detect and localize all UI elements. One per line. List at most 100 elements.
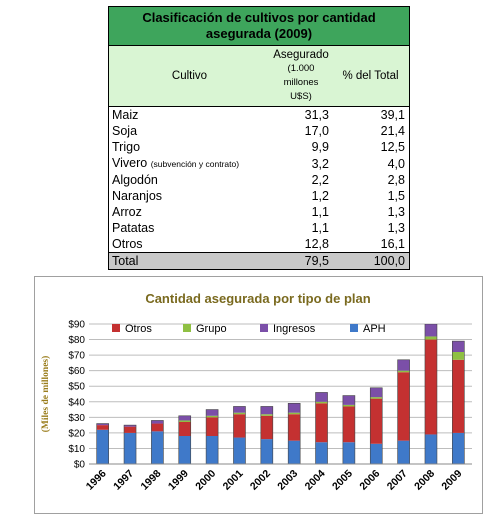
bar-aph-1996: [96, 429, 109, 464]
legend-swatch: [183, 324, 191, 332]
legend-label: Ingresos: [273, 323, 316, 335]
crop-name: Maiz: [109, 107, 271, 124]
bar-grupo-2009: [452, 352, 465, 360]
crop-pct: 1,3: [387, 221, 405, 235]
crop-name: Arroz: [109, 204, 271, 220]
header-asegurado-line-1: Asegurado: [273, 49, 329, 61]
crop-name: Patatas: [109, 220, 271, 236]
x-tick-label: 2000: [193, 468, 218, 493]
x-tick-label: 2003: [275, 468, 300, 493]
bar-outline-1996: [96, 423, 109, 464]
bar-aph-2005: [342, 442, 355, 464]
table-row: Arroz 1,1 1,3: [109, 204, 410, 220]
table-header-row: Cultivo Asegurado (1.000 millones U$S) %…: [108, 45, 410, 107]
crop-name: Naranjos: [109, 188, 271, 204]
bar-otros-2003: [288, 414, 301, 441]
legend-entry-otros: Otros: [112, 323, 152, 335]
y-tick-label: $0: [74, 460, 86, 471]
bar-ingresos-1998: [151, 420, 164, 424]
crop-amount: 1,2: [311, 189, 329, 203]
crop-amount: 2,2: [311, 173, 329, 187]
bar-outline-2002: [260, 406, 274, 464]
y-tick-label: $90: [68, 320, 85, 331]
bar-aph-1997: [124, 432, 137, 464]
bar-otros-1997: [124, 426, 137, 433]
bar-outline-1997: [123, 424, 137, 464]
bar-otros-2000: [206, 417, 219, 436]
crop-name-text: Vivero: [112, 156, 148, 170]
y-tick-label: $60: [68, 366, 85, 377]
bar-aph-2002: [260, 439, 273, 464]
bar-grupo-2000: [206, 415, 219, 418]
bar-otros-2007: [397, 372, 410, 441]
crop-name-text: Algodón: [112, 173, 158, 187]
bar-ingresos-2007: [397, 359, 410, 371]
crop-name-text: Maiz: [112, 108, 139, 122]
total-label: Total: [108, 252, 270, 270]
crop-pct: 2,8: [387, 173, 405, 187]
crop-name: Vivero (subvención y contrato): [109, 155, 271, 172]
crop-name: Trigo: [109, 139, 271, 155]
legend-entry-aph: APH: [350, 323, 386, 335]
bar-outline-1998: [151, 420, 164, 464]
legend-swatch: [260, 324, 268, 332]
y-tick-label: $40: [68, 397, 85, 408]
bar-ingresos-2006: [370, 387, 383, 398]
legend-label: APH: [363, 323, 386, 335]
crop-pct: 12,5: [380, 140, 405, 154]
table-row: Trigo 9,9 12,5: [109, 139, 410, 155]
crop-name-text: Trigo: [112, 140, 141, 154]
crop-pct: 1,3: [387, 205, 405, 219]
bar-aph-2008: [424, 434, 437, 464]
legend-swatch: [112, 324, 120, 332]
header-cultivo: Cultivo: [108, 45, 270, 107]
crop-name: Otros: [109, 236, 271, 253]
bar-aph-1998: [151, 431, 164, 464]
chart-container: Cantidad asegurada por tipo de plan (Mile…: [34, 276, 483, 514]
bars-group: [96, 324, 465, 464]
crop-pct: 16,1: [380, 237, 405, 251]
x-tick-label: 2002: [248, 468, 273, 493]
header-pct: % del Total: [332, 45, 410, 107]
bar-ingresos-1997: [124, 425, 137, 427]
bar-grupo-2008: [424, 336, 437, 340]
bar-otros-1996: [96, 425, 109, 430]
bar-outline-2004: [315, 392, 328, 464]
table-row: Naranjos 1,2 1,5: [109, 188, 410, 204]
x-tick-label: 2006: [357, 468, 382, 493]
legend-label: Grupo: [196, 323, 227, 335]
header-asegurado-line-3: millones U$S): [283, 77, 319, 102]
bar-outline-2007: [397, 359, 410, 464]
y-tick-label: $30: [68, 413, 85, 424]
bar-ingresos-2003: [288, 403, 301, 413]
bar-otros-2005: [342, 406, 355, 443]
crop-name-text: Soja: [112, 124, 138, 138]
crop-note: (subvención y contrato): [150, 159, 240, 169]
legend-entry-grupo: Grupo: [183, 323, 227, 335]
legend-swatch: [350, 324, 358, 332]
y-tick-label: $50: [68, 382, 85, 393]
bar-aph-2003: [288, 440, 301, 464]
y-tick-label: $80: [68, 335, 85, 346]
bar-otros-2009: [452, 359, 465, 433]
crop-pct: 21,4: [380, 124, 405, 138]
legend-label: Otros: [125, 323, 152, 335]
bar-grupo-2004: [315, 401, 328, 404]
x-tick-label: 2009: [439, 468, 464, 493]
bar-aph-2009: [452, 432, 465, 464]
table-row: Algodón 2,2 2,8: [109, 172, 410, 188]
x-tick-label: 1999: [166, 468, 191, 493]
table-row: Maiz 31,3 39,1: [109, 107, 410, 124]
header-asegurado-line-2: (1.000: [287, 63, 315, 74]
bar-outline-2006: [369, 387, 383, 464]
bar-grupo-2006: [370, 397, 383, 399]
bar-aph-2006: [370, 443, 383, 464]
bar-outline-2000: [205, 409, 219, 464]
crop-pct: 4,0: [387, 156, 405, 171]
x-tick-label: 2001: [221, 468, 246, 493]
bar-ingresos-2002: [260, 406, 273, 415]
y-tick-label: $10: [68, 444, 85, 455]
table-title: Clasificación de cultivos por cantidad a…: [108, 6, 410, 46]
bar-ingresos-2004: [315, 392, 328, 402]
table-row: Vivero (subvención y contrato) 3,2 4,0: [109, 155, 410, 172]
